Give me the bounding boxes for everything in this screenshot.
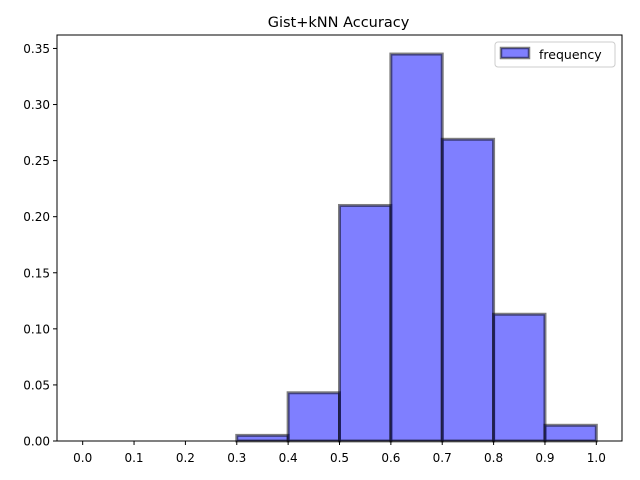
x-tick-label: 0.0: [73, 451, 92, 465]
histogram-bar: [389, 52, 444, 443]
histogram-bar: [440, 137, 496, 443]
chart-title: Gist+kNN Accuracy: [268, 15, 410, 31]
histogram-bar: [543, 423, 598, 443]
bars-group: [235, 52, 598, 443]
y-tick-label: 0.10: [23, 322, 50, 336]
x-tick-label: 0.9: [535, 451, 554, 465]
y-tick-label: 0.35: [23, 42, 50, 56]
histogram-bar: [235, 433, 290, 443]
legend-swatch: [499, 46, 531, 60]
y-tick-label: 0.05: [23, 378, 50, 392]
x-tick-label: 0.6: [381, 451, 400, 465]
histogram-bar: [492, 312, 547, 443]
legend-label: frequency: [539, 47, 602, 62]
histogram-bar: [286, 391, 341, 443]
x-tick-label: 0.2: [176, 451, 195, 465]
y-tick-label: 0.30: [23, 98, 50, 112]
y-tick-label: 0.15: [23, 266, 50, 280]
axes-group: 0.0 0.1 0.2 0.3 0.4 0.5 0.6 0.7 0.8 0.9 1.0 0.00 0.0…: [23, 34, 623, 465]
y-tick-label: 0.25: [23, 154, 50, 168]
x-tick-label: 0.7: [433, 451, 452, 465]
legend: frequency: [494, 41, 616, 68]
x-tick-label: 1.0: [587, 451, 606, 465]
x-tick-label: 0.4: [279, 451, 298, 465]
x-tick-label: 0.5: [330, 451, 349, 465]
y-tick-label: 0.00: [23, 435, 50, 449]
histogram-bar: [338, 203, 393, 443]
x-tick-label: 0.8: [484, 451, 503, 465]
x-tick-label: 0.3: [227, 451, 246, 465]
x-tick-label: 0.1: [124, 451, 143, 465]
y-tick-label: 0.20: [23, 210, 50, 224]
